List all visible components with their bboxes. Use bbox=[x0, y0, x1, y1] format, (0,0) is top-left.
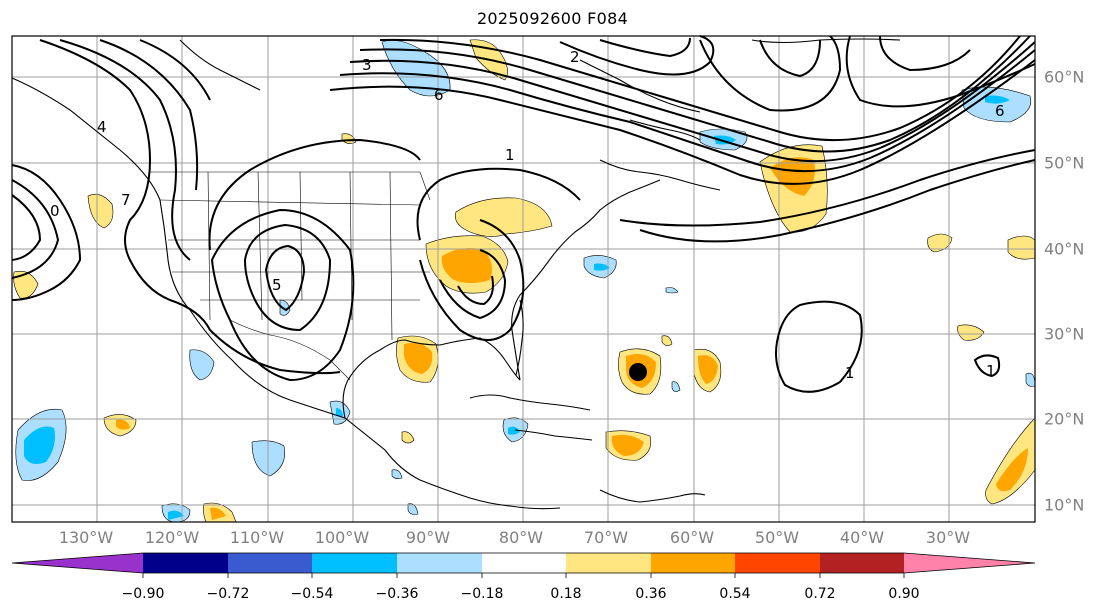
contour-lines bbox=[11, 35, 1036, 393]
lat-label: 50°N bbox=[1044, 153, 1085, 173]
contour-label: 3 bbox=[362, 56, 372, 74]
lat-label: 10°N bbox=[1044, 495, 1085, 515]
contour-label: 1 bbox=[505, 146, 515, 164]
colorbar-tick-label: −0.18 bbox=[460, 586, 504, 602]
lon-label: 130°W bbox=[58, 528, 114, 547]
colorbar-tick-label: −0.36 bbox=[375, 586, 419, 602]
contour-labels: 3 6 1 4 7 5 0 2 1 6 1 bbox=[50, 48, 1005, 382]
colorbar-tick-label: 0.72 bbox=[804, 586, 836, 602]
contour-label: 0 bbox=[50, 202, 60, 220]
lon-label: 90°W bbox=[405, 528, 451, 547]
contour-label: 5 bbox=[272, 276, 282, 294]
contour-label: 6 bbox=[995, 102, 1005, 120]
lat-label: 20°N bbox=[1044, 409, 1085, 429]
lon-label: 120°W bbox=[144, 528, 200, 547]
contour-label: 4 bbox=[97, 118, 107, 136]
colorbar-tick-label: −0.72 bbox=[206, 586, 250, 602]
contour-label: 2 bbox=[570, 48, 580, 66]
lon-label: 80°W bbox=[498, 528, 544, 547]
lat-label: 60°N bbox=[1044, 67, 1085, 87]
contour-label: 1 bbox=[845, 364, 855, 382]
lon-label: 110°W bbox=[229, 528, 285, 547]
lon-label: 100°W bbox=[314, 528, 370, 547]
colorbar bbox=[11, 552, 1036, 578]
lon-label: 40°W bbox=[839, 528, 885, 547]
colorbar-tick-label: 0.18 bbox=[550, 586, 582, 602]
lon-label: 50°W bbox=[754, 528, 800, 547]
lon-label: 30°W bbox=[925, 528, 971, 547]
lat-label: 30°N bbox=[1044, 324, 1085, 344]
colorbar-tick-label: −0.90 bbox=[121, 586, 165, 602]
map-title: 2025092600 F084 bbox=[476, 9, 629, 28]
lon-label: 60°W bbox=[669, 528, 715, 547]
colorbar-tick-label: −0.54 bbox=[290, 586, 334, 602]
contour-label: 1 bbox=[986, 362, 996, 380]
colorbar-tick-label: 0.90 bbox=[888, 586, 920, 602]
graticule bbox=[12, 36, 1035, 522]
map-frame bbox=[11, 35, 1036, 523]
storm-center-marker bbox=[629, 363, 647, 381]
contour-label: 7 bbox=[121, 191, 131, 209]
colorbar-tick-label: 0.36 bbox=[635, 586, 667, 602]
colorbar-tick-label: 0.54 bbox=[719, 586, 751, 602]
lat-label: 40°N bbox=[1044, 239, 1085, 259]
lon-label: 70°W bbox=[583, 528, 629, 547]
contour-label: 6 bbox=[434, 86, 444, 104]
